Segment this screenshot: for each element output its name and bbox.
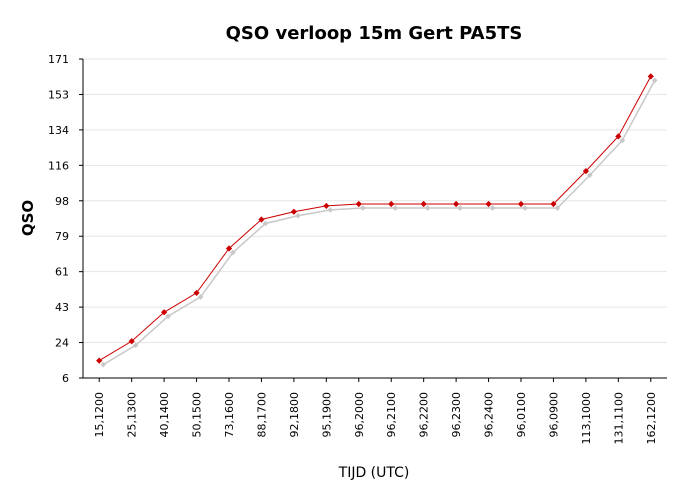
shadow-marker [132, 342, 139, 349]
data-point [420, 200, 427, 208]
x-tick-label: 50,1500 [191, 392, 204, 438]
x-axis-label: TIJD (UTC) [338, 465, 410, 481]
shadow-marker [424, 205, 431, 211]
y-tick-labels: 6 24 43 61 79 98 116 134 153 171 [48, 53, 69, 385]
shadow-marker [327, 207, 334, 213]
shadow-marker [457, 205, 463, 211]
x-tick-label: 88,1700 [255, 392, 268, 438]
data-point [96, 357, 103, 364]
y-tick-label: 79 [55, 230, 69, 243]
y-tick-label: 6 [62, 372, 69, 385]
x-tick-labels: 15,1200 25,1300 40,1400 50,1500 73,1600 88,17… [93, 392, 658, 445]
data-point [647, 73, 654, 80]
grid-lines [83, 58, 667, 344]
x-tick-label: 96,0900 [547, 392, 560, 438]
series-shadow [100, 77, 658, 368]
data-point [225, 245, 233, 252]
shadow-marker [197, 294, 204, 300]
y-tick-label: 153 [48, 88, 69, 101]
y-tick-label: 134 [48, 124, 69, 137]
x-tick-label: 96,2100 [385, 392, 398, 438]
series-line-path [98, 76, 652, 362]
shadow-marker [587, 172, 593, 178]
y-tick-label: 43 [55, 301, 69, 314]
shadow-marker [489, 205, 496, 211]
data-point [485, 200, 492, 208]
y-tick-label: 61 [55, 266, 69, 279]
shadow-marker [100, 361, 107, 368]
chart-title: QSO verloop 15m Gert PA5TS [226, 23, 523, 44]
x-tick-label: 96,2200 [418, 392, 431, 438]
data-point [355, 200, 362, 208]
x-tick-label: 73,1600 [223, 392, 236, 438]
x-tick-label: 96,2300 [450, 392, 463, 438]
shadow-marker [619, 137, 626, 144]
y-tick-label: 116 [48, 159, 69, 172]
series-line [96, 73, 654, 364]
shadow-marker [165, 313, 171, 320]
y-axis-label: QSO [19, 200, 37, 236]
shadow-marker [262, 220, 269, 227]
x-tick-label: 162,1200 [645, 392, 658, 445]
shadow-marker [651, 77, 658, 84]
shadow-marker [392, 205, 399, 211]
axes [79, 58, 667, 382]
x-tick-label: 96,2000 [353, 392, 366, 438]
data-point [517, 200, 525, 208]
y-tick-label: 24 [55, 337, 69, 350]
series-shadow-line [102, 80, 656, 366]
x-tick-label: 96,0100 [515, 392, 528, 438]
shadow-marker [522, 205, 528, 211]
y-tick-label: 171 [48, 53, 69, 66]
x-tick-label: 25,1300 [126, 392, 139, 438]
x-tick-label: 95,1900 [320, 392, 333, 438]
x-tick-label: 92,1800 [288, 392, 301, 438]
data-point [452, 200, 460, 208]
x-tick-label: 113,1000 [580, 392, 593, 445]
data-point [323, 202, 330, 210]
shadow-marker [359, 205, 366, 211]
y-tick-label: 98 [55, 195, 69, 208]
x-tick-label: 96,2400 [483, 392, 496, 438]
x-tick-label: 40,1400 [158, 392, 171, 438]
data-point [128, 338, 135, 345]
x-tick-label: 15,1200 [93, 392, 106, 438]
data-point [388, 200, 395, 208]
shadow-marker [554, 205, 561, 211]
shadow-marker [230, 249, 236, 256]
x-tick-label: 131,1100 [612, 392, 625, 445]
shadow-marker [295, 212, 301, 219]
data-point [290, 208, 298, 215]
